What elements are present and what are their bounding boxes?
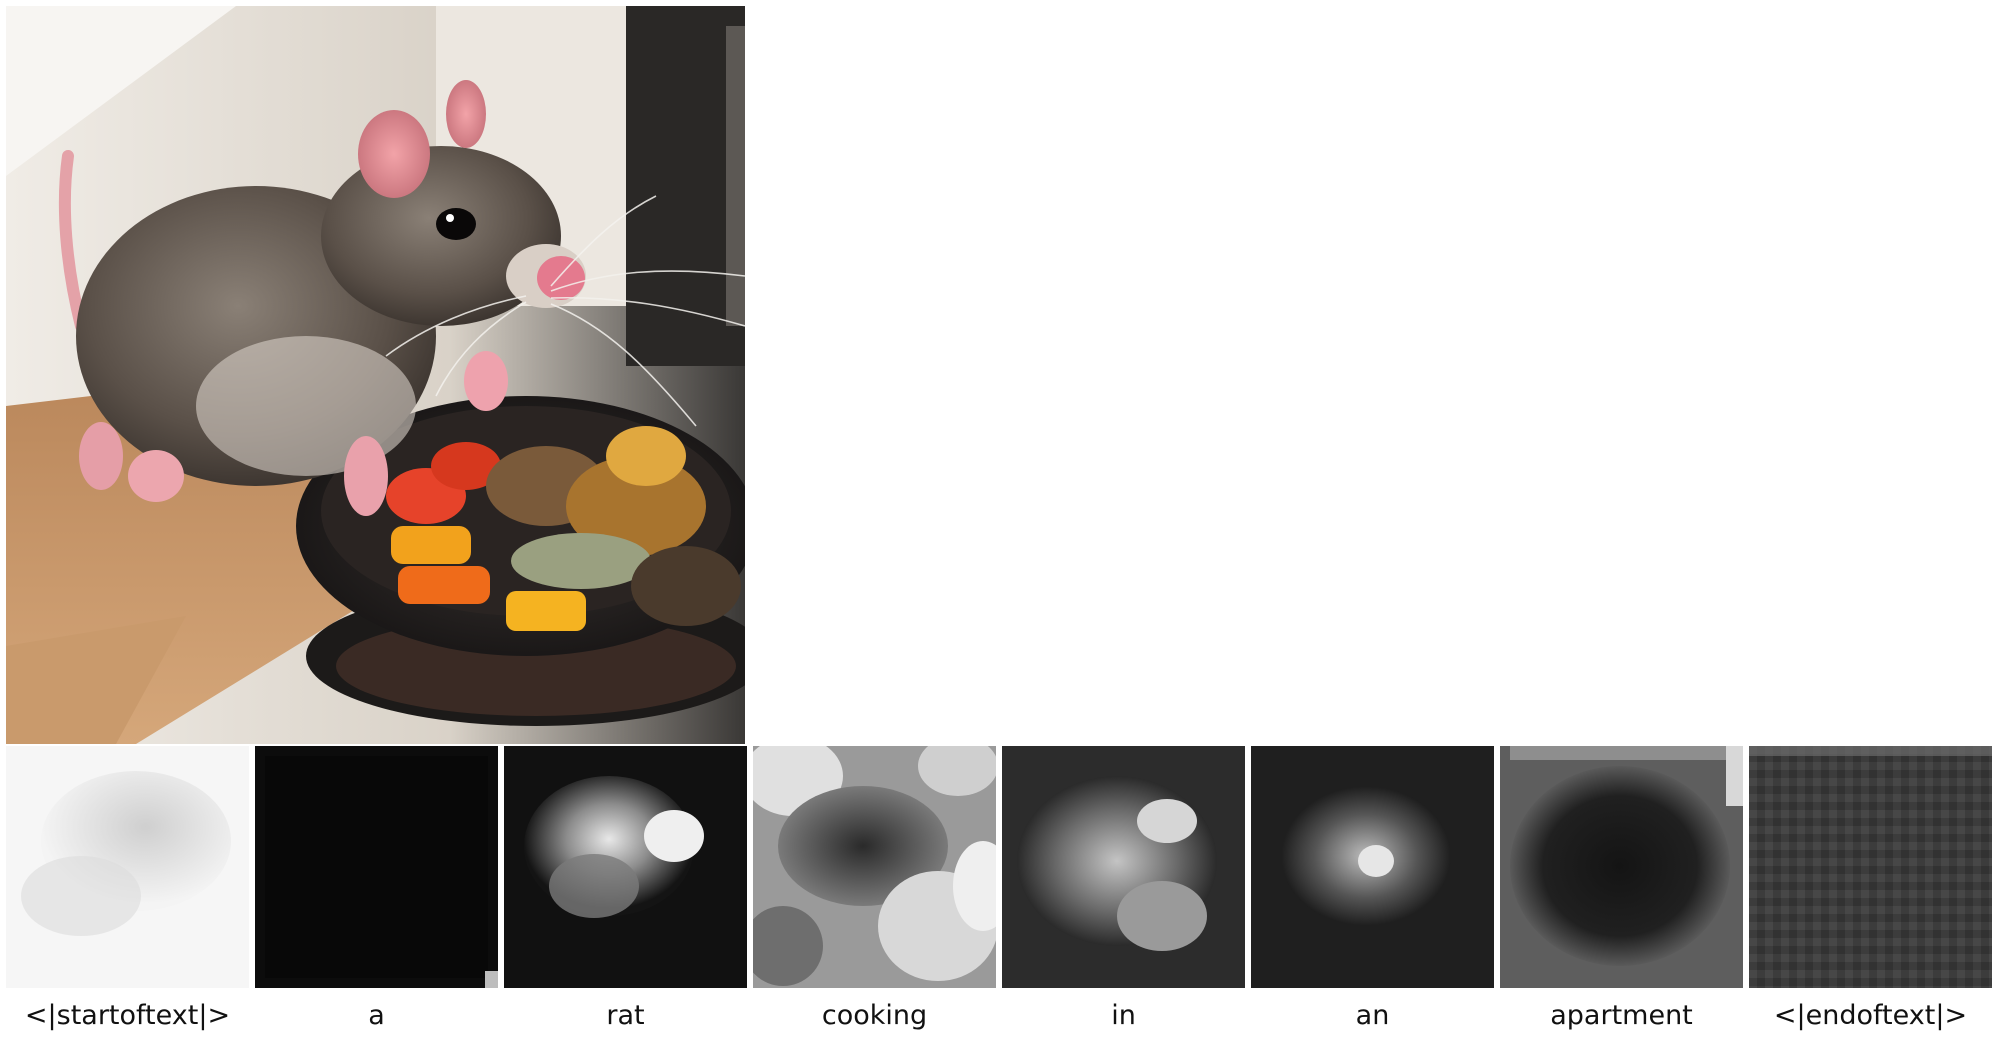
attention-map-an: [1251, 746, 1494, 988]
token-label-startoftext: <|startoftext|>: [24, 1000, 231, 1031]
attention-maps-row: [6, 746, 1996, 988]
attention-map-apartment: [1500, 746, 1743, 988]
token-label-a: a: [368, 1000, 385, 1031]
token-label-in: in: [1111, 1000, 1136, 1031]
token-label-apartment: apartment: [1550, 1000, 1693, 1031]
attention-map-cooking: [753, 746, 996, 988]
attention-map-a: [255, 746, 498, 988]
token-label-cooking: cooking: [821, 1000, 928, 1031]
attention-map-rat: [504, 746, 747, 988]
token-label-an: an: [1355, 1000, 1390, 1031]
rat-cooking-illustration: [6, 6, 745, 744]
attention-map-in: [1002, 746, 1245, 988]
token-label-rat: rat: [606, 1000, 645, 1031]
attention-map-startoftext: [6, 746, 249, 988]
attention-map-endoftext: [1749, 746, 1992, 988]
token-labels-row: <|startoftext|> a rat cooking in an apar…: [6, 996, 1996, 1036]
generated-image: [6, 6, 745, 744]
token-label-endoftext: <|endoftext|>: [1773, 1000, 1968, 1031]
